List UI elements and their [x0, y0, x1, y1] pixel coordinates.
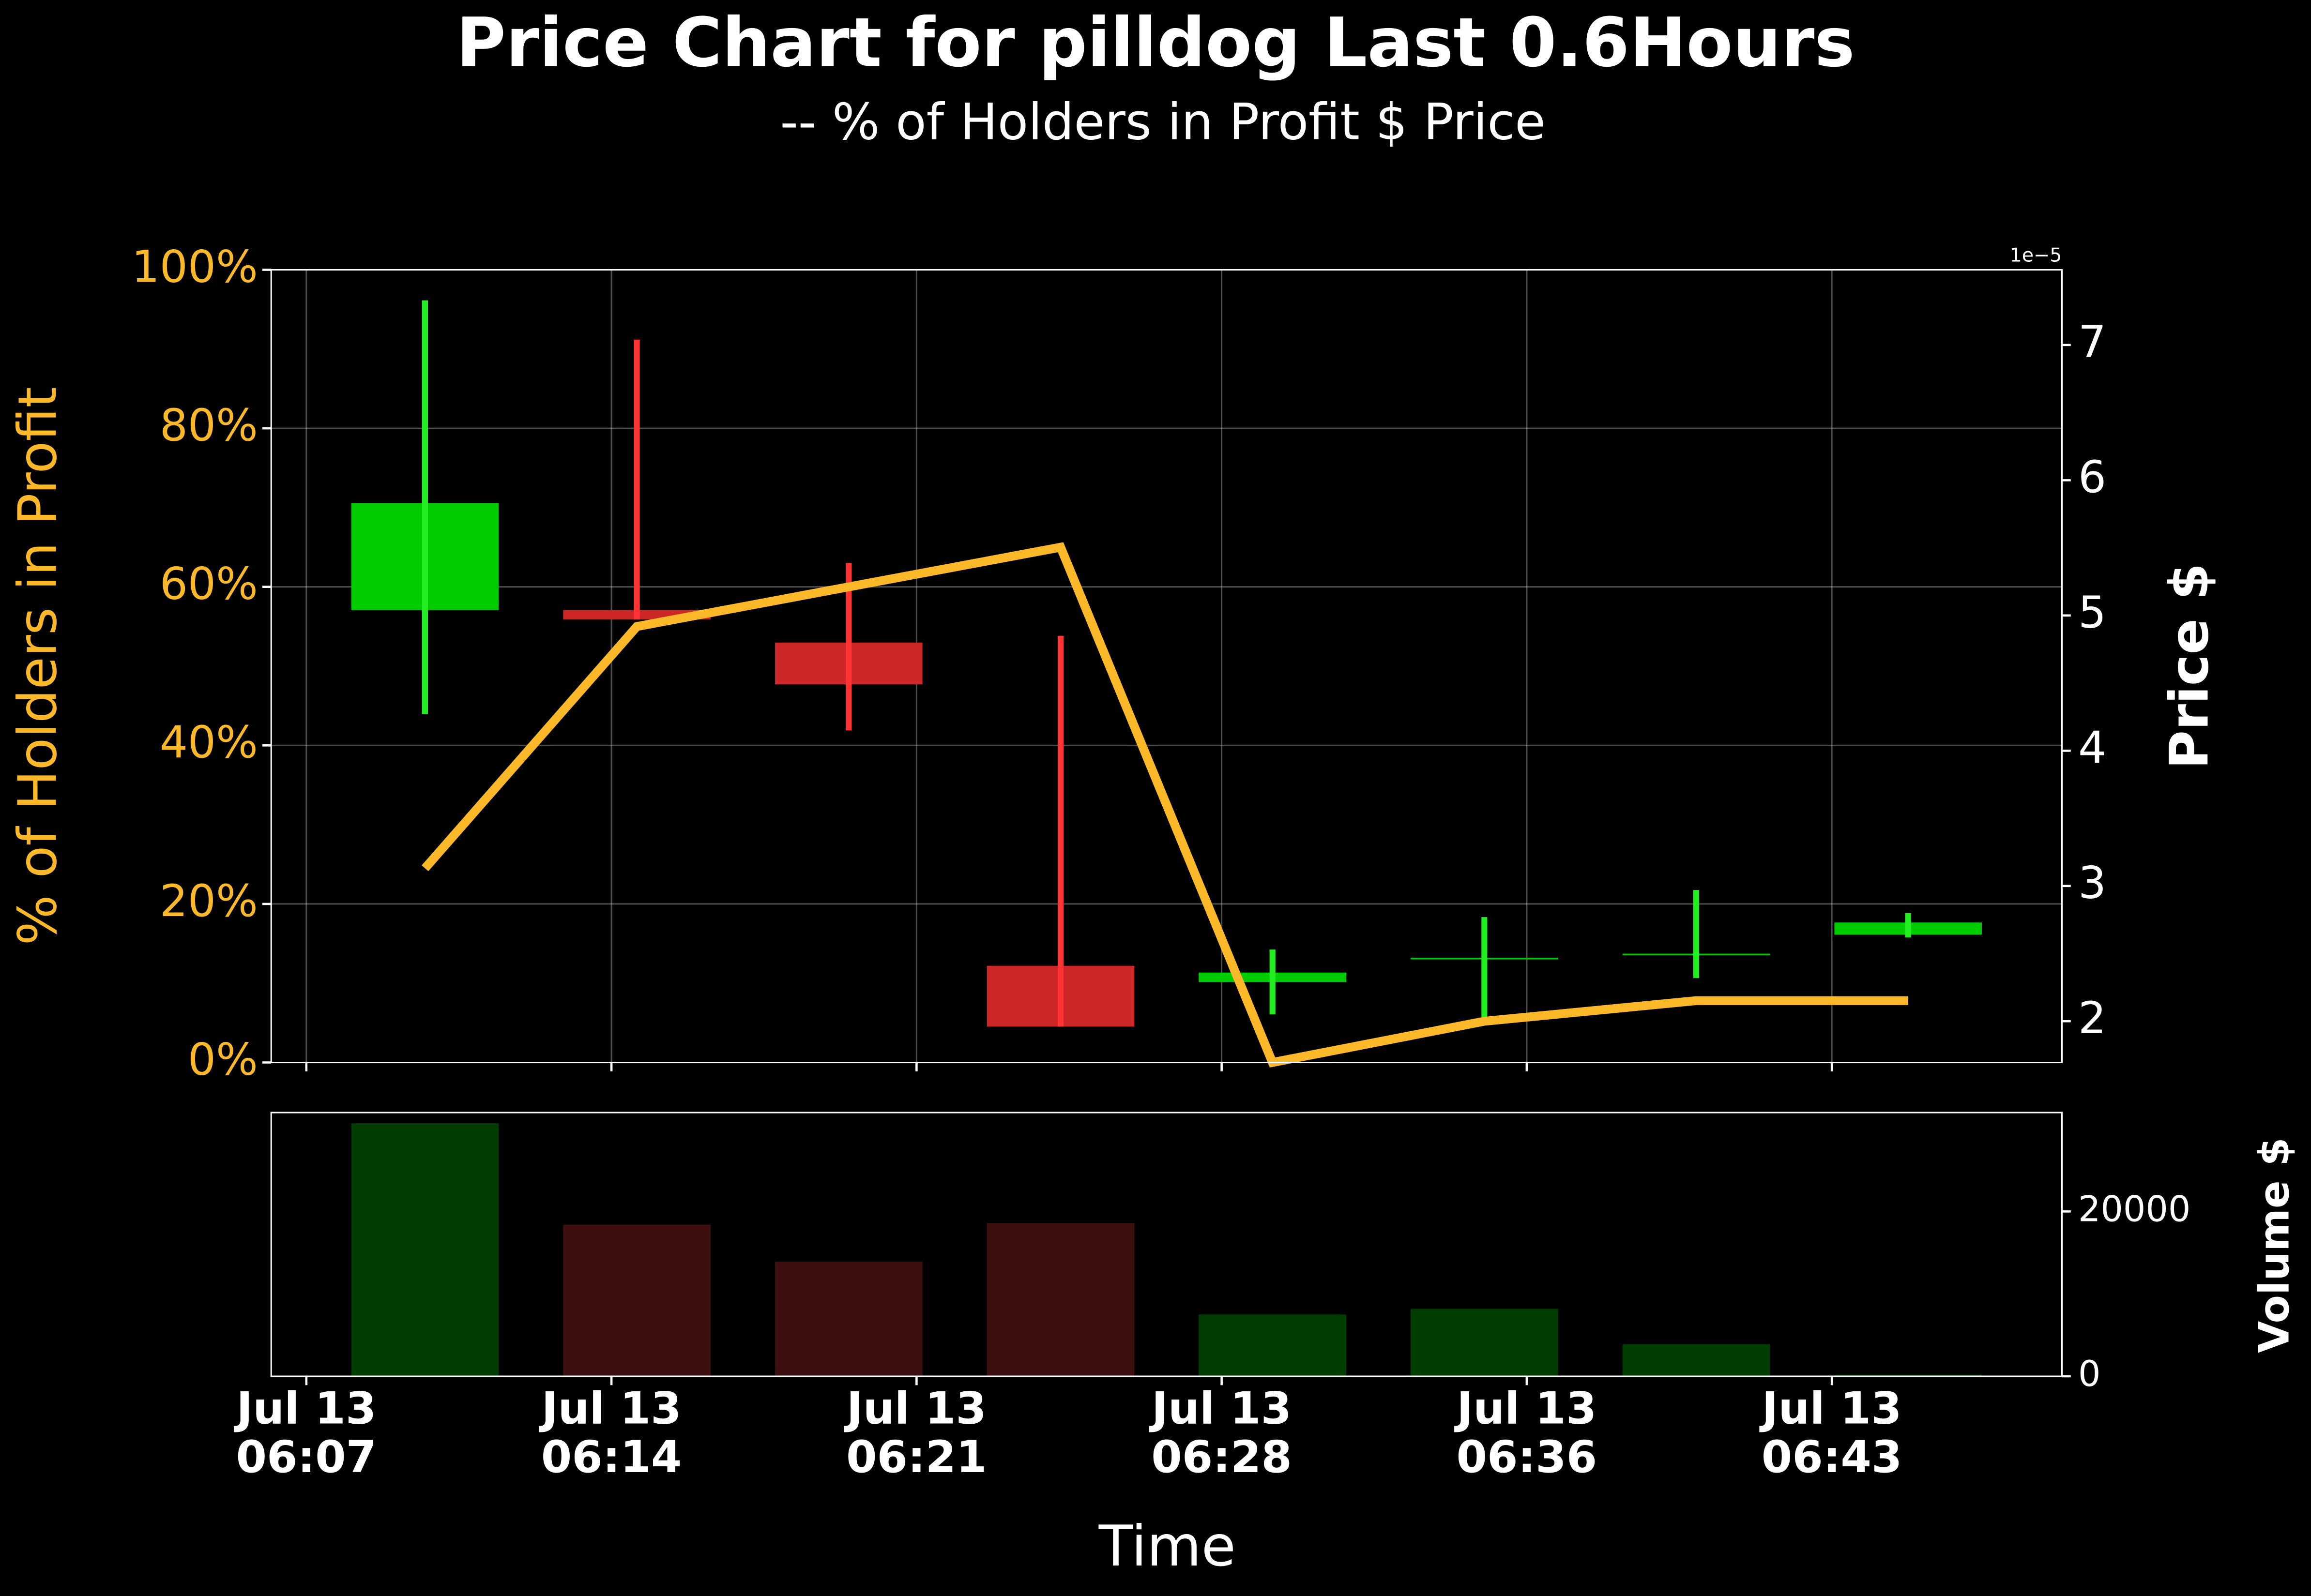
- volume-bar: [351, 1123, 499, 1377]
- volume-bar: [563, 1224, 711, 1377]
- x-tick-label: Jul 13 06:36: [1456, 1385, 1597, 1484]
- y-tick-label: 80%: [160, 399, 258, 451]
- volume-bar: [1834, 1374, 1982, 1377]
- volume-axis-label: Volume $: [2250, 1137, 2298, 1353]
- y-axis-label: % of Holders in Profit: [7, 387, 69, 946]
- y-tick-label: 60%: [160, 558, 258, 610]
- x-tick-label-box: Jul 13 06:07: [236, 1385, 377, 1484]
- x-tick-label: Jul 13 06:07: [236, 1385, 377, 1484]
- y2-tick-label: 2: [2078, 992, 2106, 1044]
- x-tick-label-box: Jul 13 06:21: [846, 1385, 987, 1484]
- y-tick-label: 40%: [160, 716, 258, 768]
- y2-tick-label: 3: [2078, 857, 2106, 909]
- chart-subtitle: -- % of Holders in Profit $ Price: [780, 93, 1546, 151]
- plot-frame: [270, 269, 2063, 1064]
- line-series: [422, 542, 1908, 1068]
- volume-bar: [1622, 1344, 1770, 1377]
- x-tick-label: Jul 13 06:21: [846, 1385, 987, 1484]
- volume-bar: [987, 1223, 1135, 1377]
- x-tick-label-box: Jul 13 06:28: [1151, 1385, 1292, 1484]
- x-tick-label-box: Jul 13 06:36: [1456, 1385, 1597, 1484]
- y-tick-label: 100%: [132, 241, 258, 292]
- x-axis-label: Time: [1098, 1514, 1236, 1579]
- y2-offset-label: 1e−5: [2010, 244, 2062, 267]
- x-tick-label-box: Jul 13 06:14: [541, 1385, 682, 1484]
- plot-frame: [270, 1112, 2063, 1377]
- y-tick-label: 20%: [160, 875, 258, 927]
- y2-tick-label: 0: [2078, 1354, 2100, 1395]
- x-tick-label: Jul 13 06:14: [541, 1385, 682, 1484]
- volume-bar: [775, 1262, 923, 1377]
- x-tick-label-box: Jul 13 06:43: [1761, 1385, 1902, 1484]
- y2-tick-label: 7: [2078, 316, 2106, 368]
- y2-tick-label: 20000: [2078, 1189, 2190, 1230]
- y2-tick-label: 6: [2078, 451, 2106, 503]
- x-tick-label: Jul 13 06:43: [1761, 1385, 1902, 1484]
- y2-tick-label: 5: [2078, 587, 2106, 638]
- y-tick-label: 0%: [188, 1033, 258, 1085]
- x-tick-label: Jul 13 06:28: [1151, 1385, 1292, 1484]
- y2-tick-label: 4: [2078, 722, 2106, 773]
- y2-axis-label: Price $: [2159, 563, 2220, 769]
- volume-bar: [1199, 1314, 1346, 1377]
- volume-bar: [1411, 1309, 1558, 1377]
- chart-title: Price Chart for pilldog Last 0.6Hours: [456, 3, 1855, 82]
